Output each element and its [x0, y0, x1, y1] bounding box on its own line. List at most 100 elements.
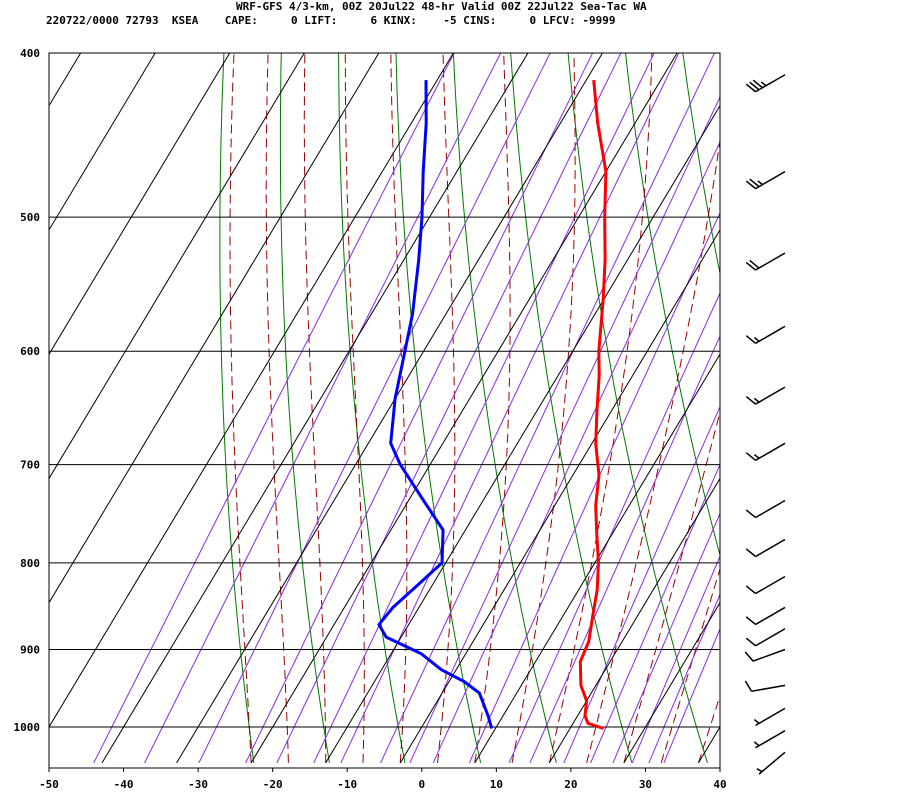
isotherm: [49, 53, 305, 480]
wind-barb: [745, 170, 786, 190]
barb-staff: [751, 684, 786, 693]
y-tick-800: 800: [20, 557, 40, 570]
mixing-ratio-line: [508, 291, 720, 764]
barb-feather: [745, 616, 757, 626]
wind-barb: [745, 386, 786, 405]
barb-half-feather: [753, 336, 760, 342]
isotherm: [623, 601, 720, 764]
wind-barb: [745, 442, 786, 461]
isotherm: [49, 53, 454, 728]
barb-staff: [755, 730, 786, 749]
barb-staff: [755, 499, 786, 519]
x-tick--30: -30: [188, 778, 208, 791]
mixing-ratio-line: [612, 512, 720, 764]
dry-adiabat: [682, 53, 720, 276]
barb-staff: [755, 707, 786, 727]
x-tick-40: 40: [713, 778, 726, 791]
x-tick--20: -20: [263, 778, 283, 791]
dry-adiabat: [737, 34, 900, 763]
dry-adiabat: [624, 53, 720, 558]
x-tick-10: 10: [490, 778, 503, 791]
wind-barb: [745, 606, 786, 626]
isotherm: [325, 104, 720, 764]
barb-staff: [755, 170, 786, 190]
x-tick-labels: -50 -40 -30 -20 -10 0 10 20 30 40: [39, 778, 727, 791]
barb-feather: [745, 261, 757, 271]
dry-adiabat: [510, 53, 633, 764]
x-tick-20: 20: [564, 778, 577, 791]
barb-staff: [755, 575, 786, 595]
barb-half-feather: [753, 719, 760, 724]
barb-staff: [755, 386, 786, 405]
y-tick-600: 600: [20, 345, 40, 358]
barb-staff: [755, 74, 786, 93]
isotherm: [49, 53, 380, 604]
isotherm: [49, 53, 231, 356]
dry-adiabat: [219, 53, 255, 763]
barb-feather: [745, 395, 757, 405]
barb-staff: [755, 606, 786, 626]
mixing-ratio-line: [631, 555, 720, 764]
dry-adiabat: [395, 53, 482, 764]
isotherm: [101, 53, 529, 764]
y-tick-500: 500: [20, 211, 40, 224]
mixing-ratio-line: [409, 95, 720, 764]
mixing-ratio-line: [144, 53, 502, 764]
wind-barb: [745, 499, 786, 519]
isotherm: [399, 228, 720, 764]
isotherm: [698, 726, 720, 764]
wind-barb: [744, 648, 786, 662]
barb-feather: [745, 509, 757, 519]
wind-barb: [745, 538, 786, 558]
barb-feather: [744, 651, 754, 662]
mixing-ratio-line: [590, 463, 720, 764]
barb-feather: [749, 178, 760, 188]
barb-feather: [745, 637, 757, 647]
barb-staff: [755, 628, 786, 647]
plot-frame: [48, 52, 721, 769]
barb-half-feather: [753, 453, 760, 459]
barb-feather: [749, 259, 760, 269]
barb-feather: [745, 452, 757, 461]
barb-staff: [758, 751, 786, 775]
y-tick-400: 400: [20, 47, 40, 60]
moist-adiabat: [586, 136, 720, 764]
wind-barb: [753, 730, 786, 749]
x-tick--40: -40: [114, 778, 134, 791]
barb-half-feather: [757, 180, 763, 186]
dry-adiabat: [794, 34, 900, 763]
moist-adiabat: [660, 567, 720, 764]
dry-adiabat: [851, 34, 900, 763]
isotherm: [49, 53, 82, 107]
x-tick--10: -10: [337, 778, 357, 791]
wind-barb: [745, 325, 786, 344]
sounding-profiles: [377, 79, 608, 730]
barb-feather: [744, 680, 753, 692]
barb-half-feather: [756, 768, 763, 773]
mixing-ratio-line: [529, 334, 720, 764]
isotherm: [49, 53, 156, 231]
moist-adiabat: [698, 694, 720, 764]
x-tick-0: 0: [418, 778, 425, 791]
wind-barb: [745, 628, 786, 647]
mixing-ratio-line: [93, 53, 455, 764]
station-indices: 220722/0000 72793 KSEA CAPE: 0 LIFT: 6 K…: [46, 14, 616, 27]
dewpoint-profile: [377, 80, 494, 729]
isotherm: [474, 353, 720, 764]
mixing-ratio-line: [198, 53, 551, 764]
wind-barb: [744, 680, 786, 693]
isotherm: [250, 53, 678, 764]
moist-adiabat: [265, 53, 289, 763]
mixing-ratio-line: [663, 627, 720, 764]
wind-barb: [753, 707, 786, 727]
moist-adiabat: [623, 410, 720, 764]
y-tick-1000: 1000: [14, 721, 41, 734]
temperature-profile: [578, 79, 608, 730]
moist-adiabat: [303, 53, 327, 763]
wind-barbs: [744, 74, 786, 775]
barb-feather: [752, 79, 763, 89]
wind-barb: [745, 74, 786, 93]
barb-half-feather: [753, 741, 760, 747]
x-tick-30: 30: [639, 778, 652, 791]
